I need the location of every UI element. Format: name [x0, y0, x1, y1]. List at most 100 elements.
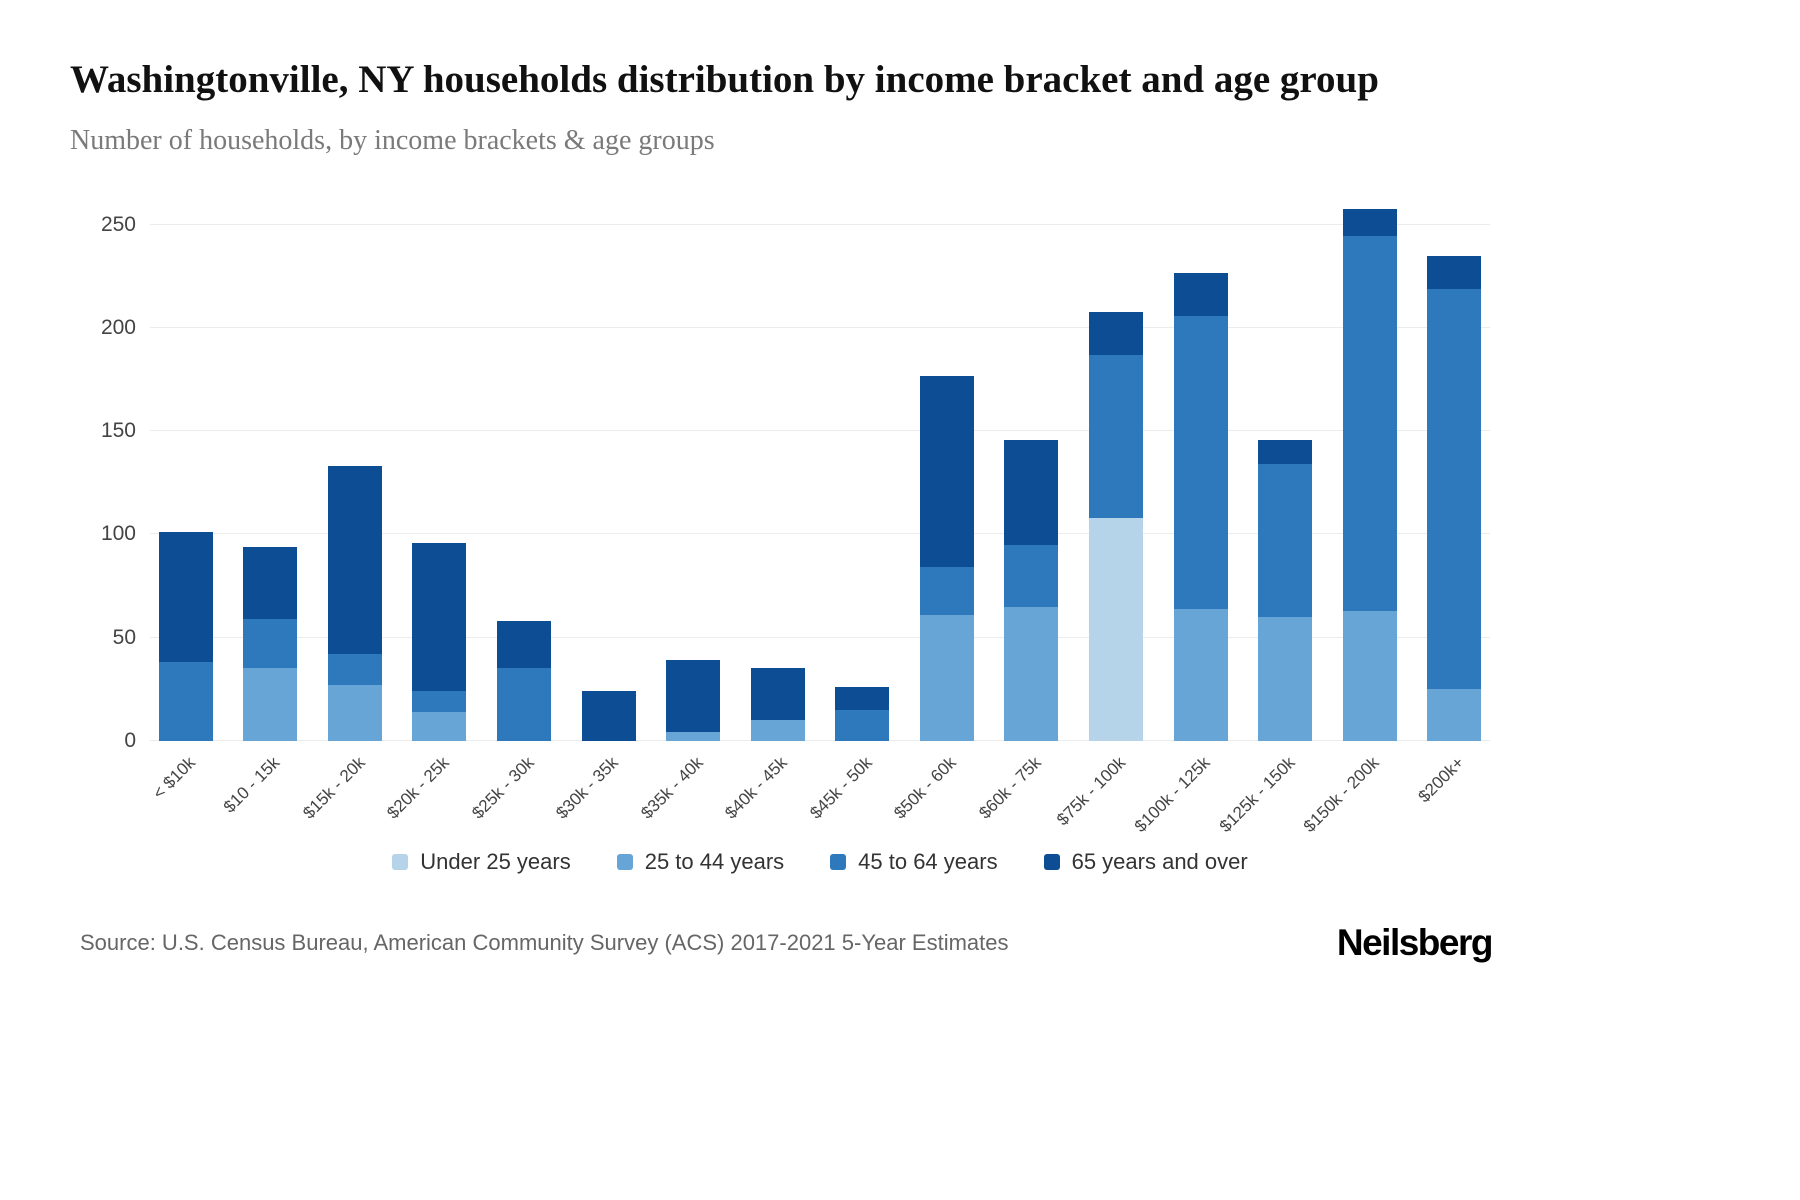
bar-segment — [243, 668, 298, 741]
bar-segment — [1342, 235, 1397, 611]
bar-segment — [1258, 616, 1313, 741]
bar-slot: $75k - 100k — [1053, 201, 1150, 829]
bar-$15k - 20k — [327, 466, 382, 741]
bar-slot: $35k - 40k — [637, 201, 727, 822]
x-axis-label: $50k - 60k — [890, 752, 961, 823]
bar-segment — [919, 375, 974, 568]
gridline — [150, 430, 1490, 432]
bar-$35k - 40k — [666, 660, 721, 741]
chart-subtitle: Number of households, by income brackets… — [70, 124, 715, 156]
bar-< $10k — [158, 532, 213, 741]
bar-slot: $10 - 15k — [220, 201, 305, 816]
x-axis-label: $35k - 40k — [637, 752, 707, 823]
x-axis-label: $60k - 75k — [975, 752, 1045, 823]
bar-slot: $100k - 125k — [1131, 201, 1235, 835]
bar-segment — [1004, 544, 1059, 607]
bars-container: < $10k $10 - 15k $15k - 20k $20k - 25k $25k … — [149, 201, 1490, 835]
bar-$25k - 30k — [497, 621, 552, 741]
legend-item[interactable]: 25 to 44 years — [616, 848, 785, 875]
x-axis-label: $100k - 125k — [1131, 752, 1214, 836]
source-text: Source: U.S. Census Bureau, American Com… — [80, 930, 1009, 955]
bar-segment — [1342, 208, 1397, 236]
x-axis-label: $125k - 150k — [1215, 752, 1299, 836]
stacked-bar-chart: 0 50 100 150 200 250 < $10k $10 - 15k $15k - 20… — [70, 201, 1800, 835]
legend-swatch-icon — [392, 853, 409, 870]
bar-segment — [1173, 272, 1228, 316]
bar-segment — [666, 660, 721, 733]
legend-label: Under 25 years — [420, 848, 571, 874]
bar-segment — [1004, 606, 1059, 741]
x-axis-label: $30k - 35k — [552, 752, 623, 823]
bar-segment — [412, 691, 467, 712]
bar-segment — [243, 546, 298, 619]
x-axis-label: $10 - 15k — [220, 752, 284, 817]
legend-swatch-icon — [1043, 853, 1060, 870]
x-axis-label: $75k - 100k — [1053, 752, 1130, 829]
x-axis-label: $20k - 25k — [383, 752, 453, 823]
bar-segment — [327, 466, 382, 654]
legend-label: 25 to 44 years — [644, 848, 785, 874]
bar-$125k - 150k — [1258, 439, 1313, 741]
bar-$50k - 60k — [919, 375, 974, 741]
legend-item[interactable]: 45 to 64 years — [830, 848, 998, 875]
y-axis: 0 50 100 150 200 250 — [70, 201, 150, 751]
bar-segment — [327, 654, 382, 685]
footer: Source: U.S. Census Bureau, American Com… — [80, 922, 1494, 964]
bar-segment — [243, 618, 298, 669]
bar-segment — [158, 662, 213, 741]
x-axis-label: < $10k — [149, 752, 200, 803]
bar-$200k+ — [1427, 256, 1482, 741]
brand-logo: Neilsberg — [1336, 922, 1494, 963]
bar-segment — [835, 686, 890, 710]
bar-slot: $150k - 200k — [1300, 201, 1404, 835]
gridline — [150, 224, 1490, 226]
bar-segment — [1088, 355, 1143, 518]
legend-item[interactable]: 65 years and over — [1043, 848, 1248, 875]
bar-segment — [1088, 517, 1143, 741]
x-axis-label: $25k - 30k — [467, 752, 538, 823]
bar-$150k - 200k — [1342, 208, 1397, 741]
bar-$45k - 50k — [835, 686, 890, 741]
bar-segment — [835, 709, 890, 741]
legend-item[interactable]: Under 25 years — [392, 848, 571, 875]
bar-segment — [1258, 439, 1313, 465]
legend-label: 45 to 64 years — [858, 848, 998, 874]
bar-segment — [919, 614, 974, 741]
bar-$75k - 100k — [1088, 311, 1143, 741]
bar-segment — [750, 668, 805, 720]
x-axis-label: $40k - 45k — [721, 752, 792, 823]
bar-$30k - 35k — [581, 691, 636, 741]
bar-$40k - 45k — [750, 668, 805, 741]
bar-segment — [1427, 256, 1482, 290]
bar-$60k - 75k — [1004, 439, 1059, 741]
x-axis-label: $150k - 200k — [1300, 752, 1384, 836]
plot-area: < $10k $10 - 15k $15k - 20k $20k - 25k $25k … — [149, 201, 1490, 835]
bar-segment — [1427, 289, 1482, 690]
gridline — [150, 636, 1490, 638]
x-axis-label: $200k+ — [1414, 752, 1468, 806]
x-axis-label: $15k - 20k — [298, 752, 369, 823]
y-tick-label: 150 — [100, 419, 136, 443]
bar-segment — [412, 542, 467, 692]
bar-segment — [412, 711, 467, 741]
bar-$20k - 25k — [412, 542, 467, 741]
chart-title: Washingtonville, NY households distribut… — [70, 58, 1379, 101]
bar-slot: $30k - 35k — [552, 201, 643, 822]
bar-segment — [158, 532, 213, 663]
bar-slot: $60k - 75k — [975, 201, 1066, 822]
legend-swatch-icon — [830, 853, 847, 870]
bar-slot: $125k - 150k — [1216, 201, 1319, 835]
bar-segment — [919, 567, 974, 615]
legend-label: 65 years and over — [1071, 848, 1248, 874]
bar-segment — [1004, 439, 1059, 545]
bar-slot: $15k - 20k — [299, 201, 389, 822]
bar-segment — [1088, 311, 1143, 356]
bar-slot: $200k+ — [1414, 201, 1488, 806]
y-tick-label: 200 — [100, 316, 136, 340]
bar-segment — [750, 719, 805, 741]
bar-segment — [327, 684, 382, 741]
x-axis-label: $45k - 50k — [806, 752, 876, 823]
bar-slot: $40k - 45k — [722, 201, 812, 822]
legend: Under 25 years 25 to 44 years 45 to 64 yea… — [150, 849, 1490, 875]
